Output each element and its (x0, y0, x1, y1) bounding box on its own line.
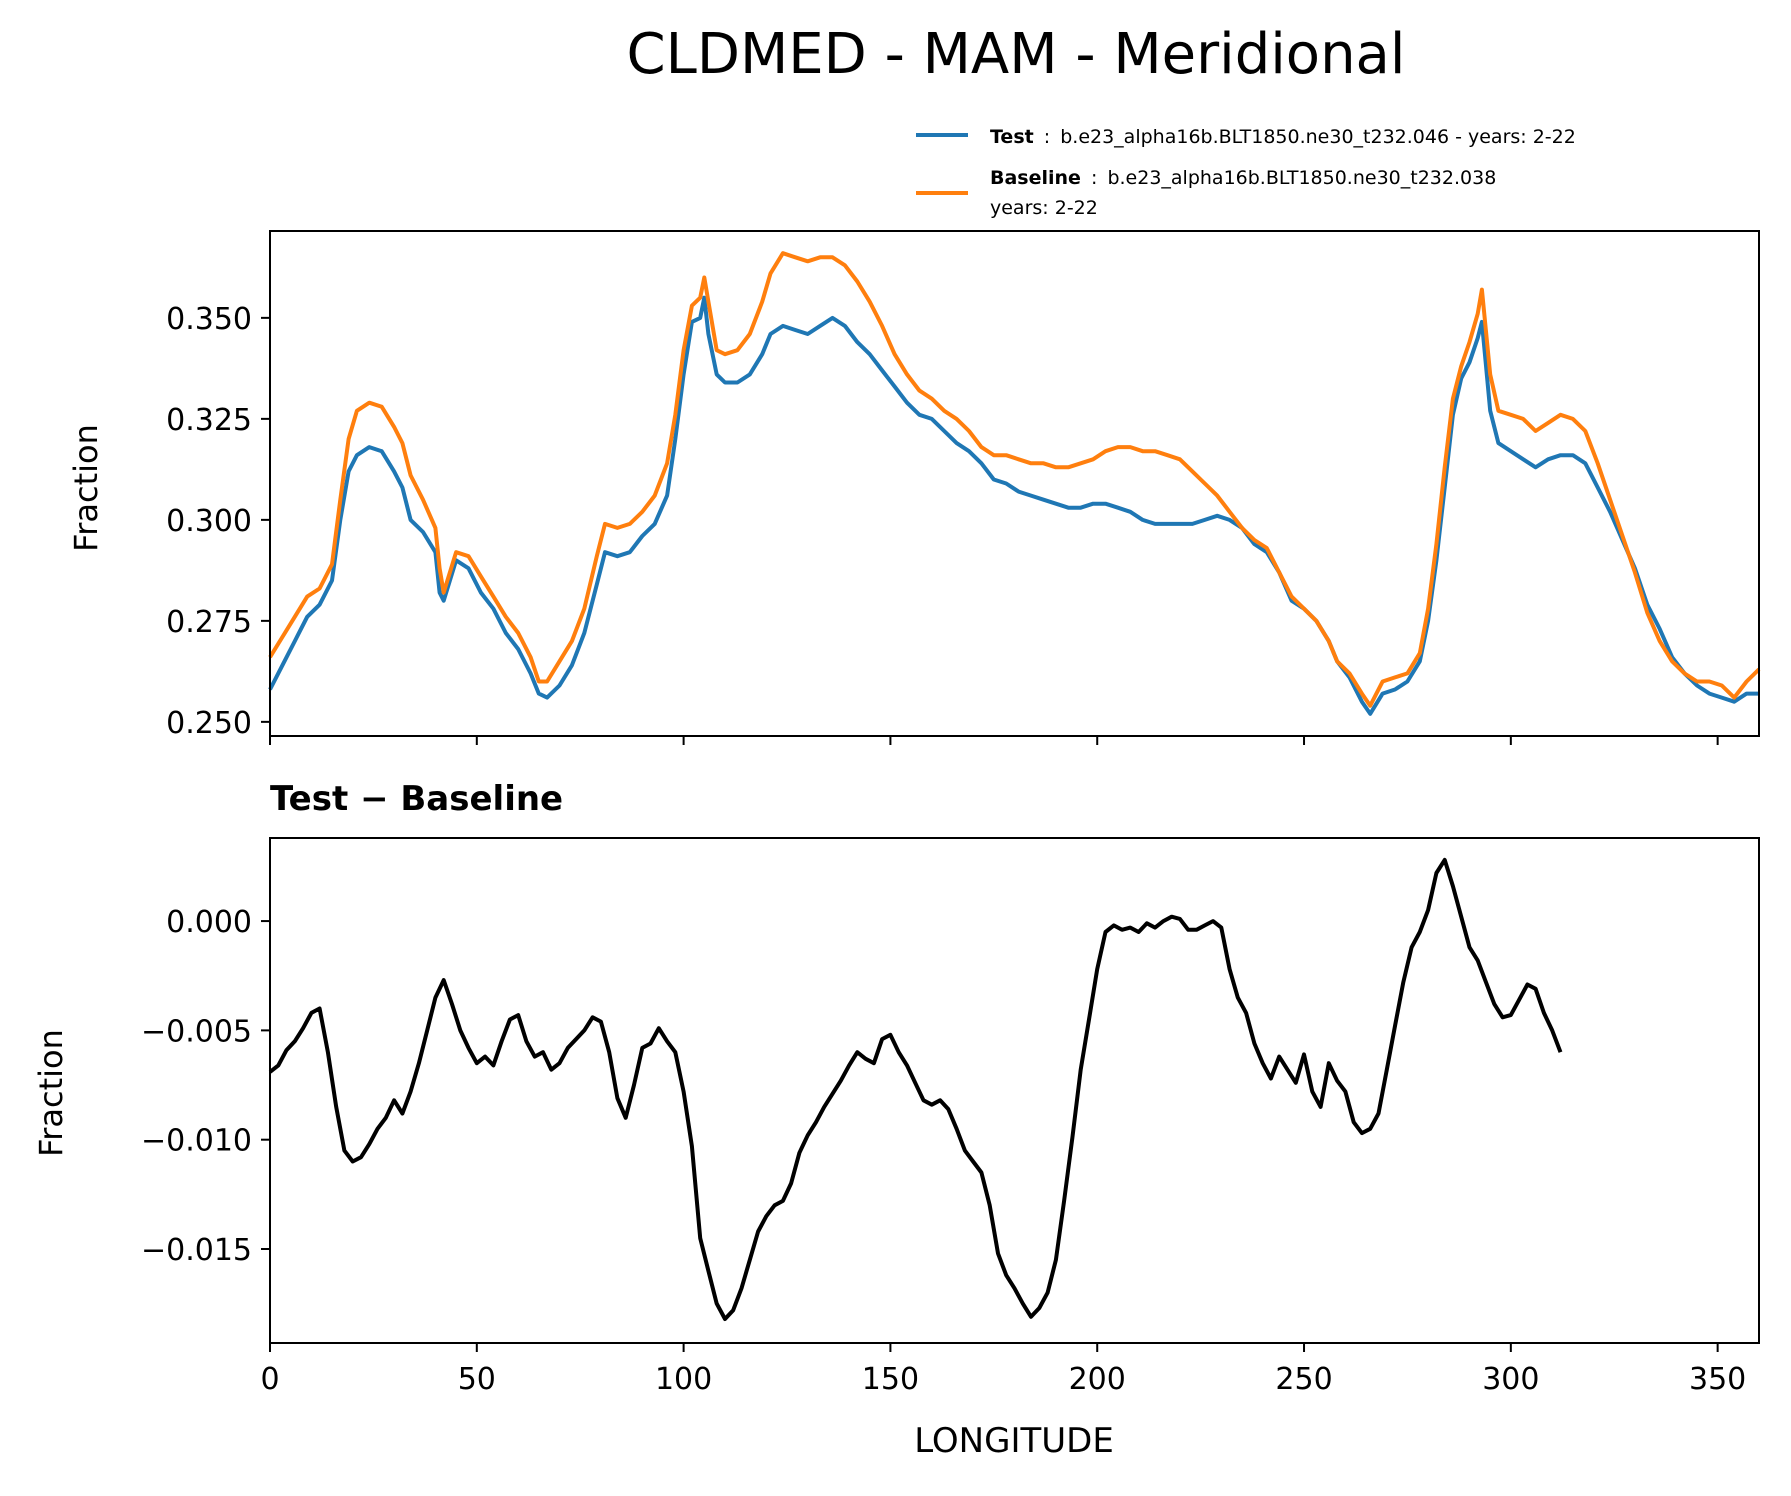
top-series-group (268, 251, 1761, 716)
bottom-x-tick-label: 50 (458, 1362, 496, 1397)
x-axis-label: LONGITUDE (914, 1421, 1114, 1461)
top-series-line-baseline (268, 251, 1761, 708)
bottom-x-tick-label: 0 (260, 1362, 279, 1397)
bottom-y-tick-label: −0.015 (141, 1233, 252, 1268)
bottom-y-tick-label: −0.005 (141, 1014, 252, 1049)
legend-baseline-sep: : (1091, 167, 1097, 189)
legend: Test : b.e23_alpha16b.BLT1850.ne30_t232.… (916, 126, 1576, 219)
bottom-x-tick-label: 200 (1069, 1362, 1126, 1397)
legend-baseline-label: Baseline (990, 167, 1081, 189)
bottom-x-tick-label: 300 (1482, 1362, 1539, 1397)
top-y-tick-label: 0.250 (166, 706, 252, 741)
bottom-series-line-test-baseline (268, 857, 1563, 1321)
legend-test-sep: : (1044, 126, 1050, 148)
figure-title: CLDMED - MAM - Meridional (627, 22, 1406, 87)
top-y-tick-label: 0.300 (166, 504, 252, 539)
top-plot-frame (269, 230, 1760, 737)
legend-baseline-text: b.e23_alpha16b.BLT1850.ne30_t232.038 (1107, 167, 1496, 189)
bottom-x-tick-label: 250 (1275, 1362, 1332, 1397)
bottom-panel: Test − Baseline 0.000−0.005−0.010−0.015 … (32, 779, 1760, 1461)
top-y-axis-label: Fraction (67, 424, 105, 552)
bottom-x-tick-label: 100 (655, 1362, 712, 1397)
bottom-x-ticks: 0 50 100 150 200 250 300 350 (260, 1343, 1746, 1397)
top-y-tick-label: 0.350 (166, 302, 252, 337)
top-y-tick-label: 0.275 (166, 605, 252, 640)
legend-baseline-text-line2: years: 2-22 (990, 197, 1098, 219)
legend-baseline-entry: Baseline : b.e23_alpha16b.BLT1850.ne30_t… (990, 167, 1496, 189)
legend-test-text: b.e23_alpha16b.BLT1850.ne30_t232.046 - y… (1060, 126, 1576, 148)
top-x-ticks (269, 736, 1719, 745)
bottom-x-tick-label: 350 (1689, 1362, 1746, 1397)
bottom-x-tick-label: 150 (862, 1362, 919, 1397)
bottom-y-tick-label: 0.000 (166, 905, 252, 940)
top-panel: 0.250 0.275 0.300 0.325 0.350 Fraction (67, 230, 1761, 745)
bottom-series-group (268, 857, 1563, 1321)
legend-test-entry: Test : b.e23_alpha16b.BLT1850.ne30_t232.… (990, 126, 1576, 148)
bottom-y-tick-label: −0.010 (141, 1124, 252, 1159)
bottom-y-axis-label: Fraction (32, 1029, 70, 1157)
bottom-plot-frame (269, 837, 1760, 1344)
bottom-panel-title: Test − Baseline (270, 779, 563, 819)
bottom-y-ticks: 0.000 −0.005 −0.010 −0.015 (141, 905, 270, 1268)
top-y-ticks: 0.250 0.275 0.300 0.325 0.350 (166, 302, 270, 741)
top-series-line-test (268, 295, 1759, 716)
legend-test-label: Test (990, 126, 1034, 148)
top-y-tick-label: 0.325 (166, 403, 252, 438)
